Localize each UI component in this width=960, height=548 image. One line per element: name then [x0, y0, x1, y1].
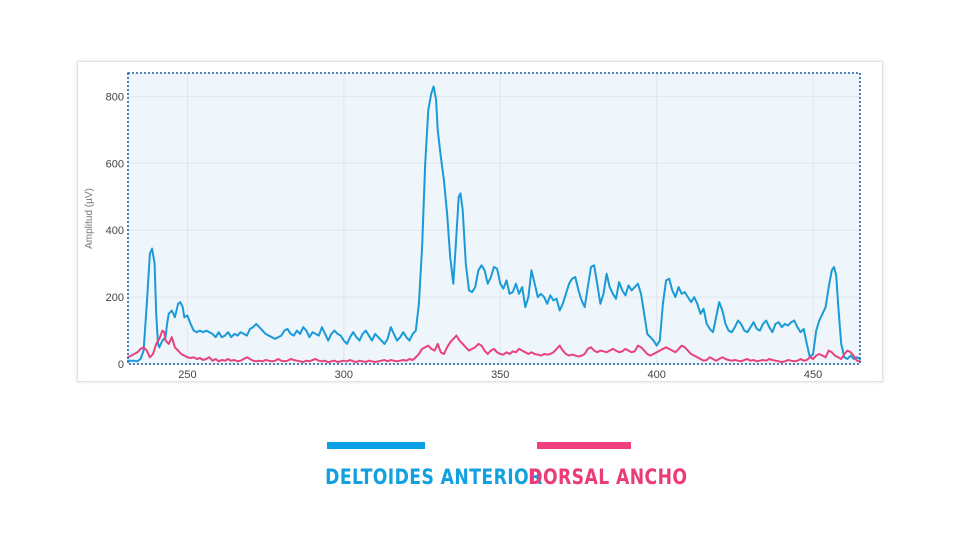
legend-item-deltoides: DELTOIDES ANTERIOR: [314, 442, 543, 489]
y-tick-label: 200: [106, 292, 124, 304]
x-tick-label: 300: [335, 369, 353, 381]
y-tick-label: 400: [106, 225, 124, 237]
legend-item-dorsal: DORSAL ANCHO: [516, 442, 688, 489]
emg-line-chart: 0 200 400 600 800 250 300 350 400 450 Amplitud (µV…: [84, 72, 861, 381]
x-tick-label: 450: [804, 369, 822, 381]
y-tick-label: 0: [118, 359, 124, 371]
x-tick-label: 250: [178, 369, 196, 381]
legend-label-deltoides: DELTOIDES ANTERIOR: [325, 465, 543, 489]
series-line-deltoides: [127, 85, 861, 363]
selection-box: [127, 72, 861, 365]
legend-swatch-deltoides: [327, 442, 425, 449]
legend-swatch-dorsal: [537, 442, 631, 449]
series-line-dorsal: [127, 329, 861, 364]
legend-label-dorsal: DORSAL ANCHO: [528, 465, 688, 489]
y-tick-label: 600: [106, 158, 124, 170]
y-tick-label: 800: [106, 91, 124, 103]
x-tick-label: 350: [491, 369, 509, 381]
x-tick-label: 400: [647, 369, 665, 381]
y-axis-label: Amplitud (µV): [84, 188, 95, 249]
plot-area: [128, 73, 860, 364]
chart-card: 0 200 400 600 800 250 300 350 400 450 Amplitud (µV…: [77, 61, 883, 382]
